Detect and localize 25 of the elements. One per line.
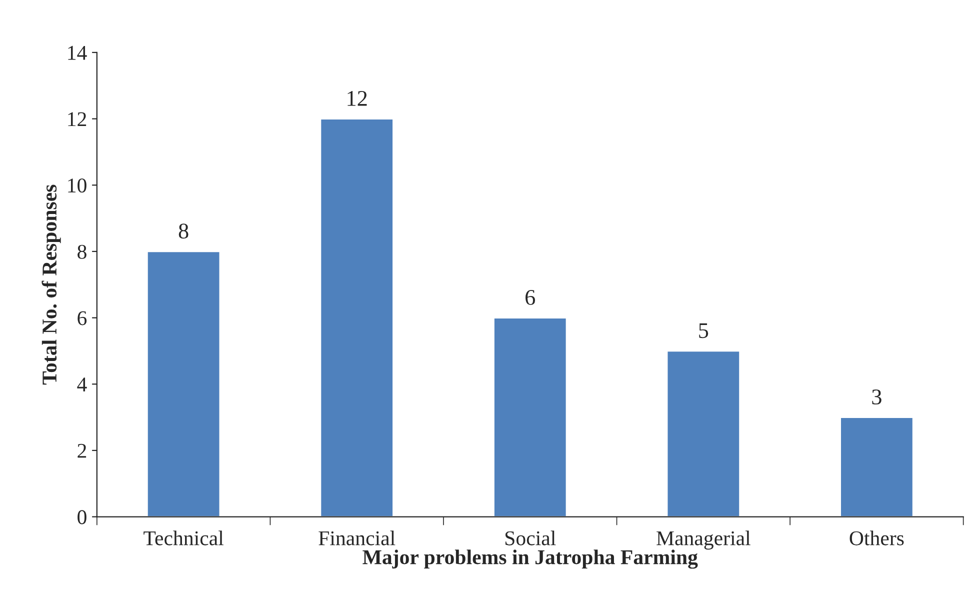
data-label: 5 (699, 323, 708, 338)
y-tick-label: 0 (78, 510, 86, 524)
bar (840, 416, 914, 517)
y-axis-title: Total No. of Responses (42, 184, 61, 385)
x-tick-label: Others (850, 530, 904, 546)
y-tick-label: 2 (78, 444, 86, 458)
x-axis-title: Major problems in Jatropha Farming (362, 550, 698, 569)
x-tick-label: Managerial (656, 530, 750, 550)
y-tick-label: 10 (68, 178, 86, 193)
bar (320, 118, 394, 517)
y-tick-label: 4 (77, 378, 87, 392)
data-label: 12 (348, 91, 367, 106)
x-tick-label: Technical (144, 530, 224, 546)
data-label: 3 (872, 389, 882, 404)
y-tick-label: 14 (68, 46, 87, 60)
y-tick-label: 12 (68, 112, 86, 126)
data-label: 8 (178, 224, 188, 239)
bar (493, 317, 568, 517)
bar (146, 250, 221, 517)
y-tick-label: 6 (78, 311, 87, 326)
y-tick-label: 8 (78, 244, 86, 259)
x-tick-label: Financial (318, 530, 396, 546)
data-label: 6 (526, 290, 536, 305)
x-tick-label: Social (505, 530, 556, 546)
bar (666, 350, 740, 517)
